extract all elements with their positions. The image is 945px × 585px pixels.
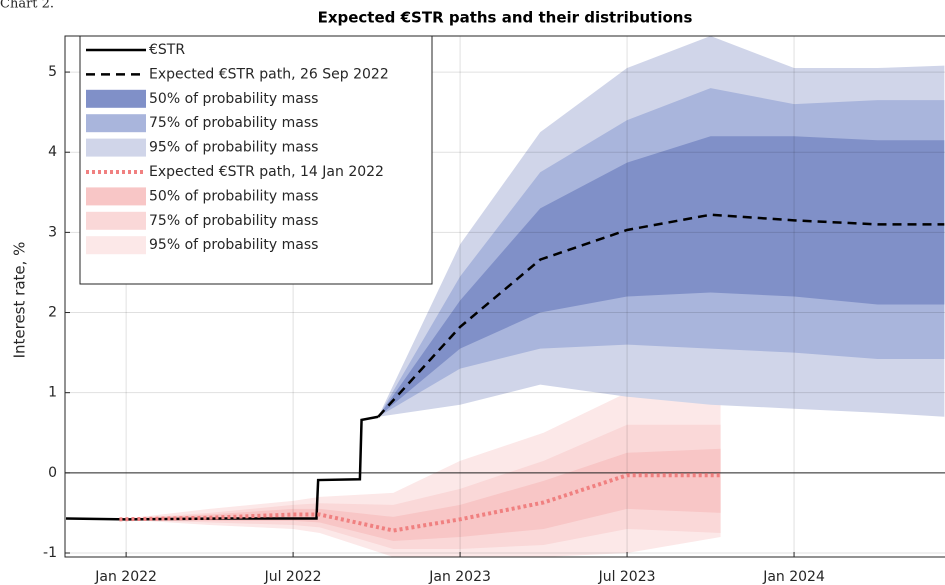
x-tick-label: Jan 2022	[94, 569, 157, 585]
legend-box	[79, 35, 433, 285]
x-tick-label: Jan 2024	[762, 569, 825, 585]
legend-swatch	[86, 236, 146, 255]
series-line	[377, 213, 945, 418]
legend-label: 75% of probability mass	[149, 213, 318, 229]
chart-title: Expected €STR paths and their distributi…	[318, 9, 693, 27]
y-tick-label: 5	[48, 64, 57, 80]
series-line	[65, 415, 379, 521]
y-tick-label: 2	[48, 305, 57, 321]
series-line	[119, 473, 721, 533]
probability-band	[378, 136, 945, 417]
legend-swatch	[86, 138, 146, 157]
plot-area	[65, 36, 945, 557]
legend-label: 95% of probability mass	[149, 140, 318, 156]
legend-label: 75% of probability mass	[149, 115, 318, 131]
y-tick-label: 0	[48, 465, 57, 481]
legend-swatch	[86, 187, 146, 206]
x-tick-label: Jan 2023	[428, 569, 491, 585]
y-tick-label: 1	[48, 385, 57, 401]
legend-swatch	[86, 114, 146, 133]
y-tick-label: 4	[48, 144, 57, 160]
y-tick-label: -1	[43, 545, 57, 561]
legend-label: 95% of probability mass	[149, 237, 318, 253]
legend-label: 50% of probability mass	[149, 91, 318, 107]
legend-label: Expected €STR path, 26 Sep 2022	[149, 66, 389, 82]
legend-label: €STR	[149, 42, 185, 58]
x-tick-label: Jul 2022	[264, 569, 322, 585]
x-tick-label: Jul 2023	[598, 569, 656, 585]
y-axis-label: Interest rate, %	[11, 242, 29, 359]
legend: €STR Expected €STR path, 26 Sep 2022 50% o…	[79, 35, 433, 285]
caption: Chart 2.	[0, 0, 54, 12]
legend-label: Expected €STR path, 14 Jan 2022	[149, 164, 384, 180]
plot-frame	[64, 35, 945, 558]
legend-swatch	[86, 89, 146, 108]
legend-label: 50% of probability mass	[149, 188, 318, 204]
legend-swatch	[86, 211, 146, 230]
y-tick-label: 3	[48, 224, 57, 240]
